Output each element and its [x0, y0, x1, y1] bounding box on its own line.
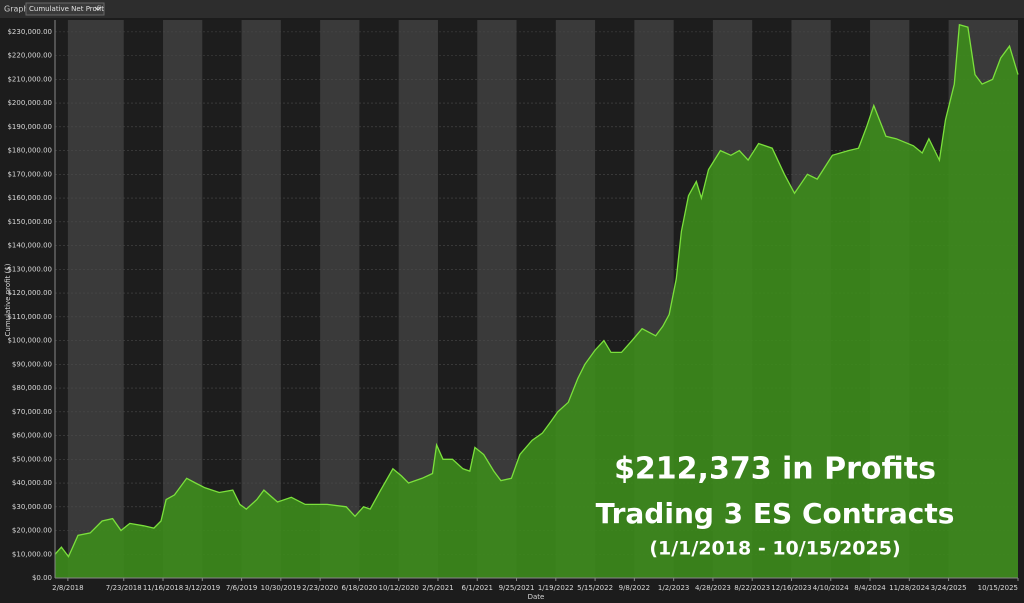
y-axis-label: Cumulative profit ($)	[4, 263, 12, 336]
y-tick-label: $160,000.00	[7, 194, 52, 202]
x-tick-label: 11/28/2024	[889, 584, 930, 592]
x-tick-label: 7/23/2018	[106, 584, 142, 592]
x-tick-label: 4/28/2023	[695, 584, 731, 592]
dropdown-text[interactable]: Cumulative Net Profit	[29, 5, 104, 13]
y-tick-label: $20,000.00	[12, 527, 52, 535]
area	[55, 24, 1018, 578]
y-tick-label: $40,000.00	[12, 479, 52, 487]
x-tick-label: 5/15/2022	[577, 584, 613, 592]
x-tick-label: 10/15/2025	[978, 584, 1018, 592]
x-tick-label: 6/18/2020	[341, 584, 377, 592]
x-tick-label: 8/22/2023	[734, 584, 770, 592]
x-tick-label: 6/1/2021	[462, 584, 493, 592]
y-tick-label: $50,000.00	[12, 455, 52, 463]
y-tick-label: $130,000.00	[7, 265, 52, 273]
annotation: Trading 3 ES Contracts	[596, 497, 955, 530]
x-tick-label: 2/8/2018	[52, 584, 83, 592]
y-tick-label: $90,000.00	[12, 360, 52, 368]
x-tick-label: 8/4/2024	[854, 584, 886, 592]
y-tick-label: $180,000.00	[7, 147, 52, 155]
y-tick-label: $10,000.00	[12, 550, 52, 558]
y-tick-label: $120,000.00	[7, 289, 52, 297]
x-tick-label: 3/24/2025	[931, 584, 967, 592]
stripe	[241, 20, 281, 578]
y-tick-label: $30,000.00	[12, 503, 52, 511]
y-tick-label: $80,000.00	[12, 384, 52, 392]
y-tick-label: $200,000.00	[7, 99, 52, 107]
y-tick-label: $210,000.00	[7, 75, 52, 83]
x-tick-label: 4/10/2024	[813, 584, 849, 592]
y-tick-label: $100,000.00	[7, 337, 52, 345]
x-tick-label: 11/16/2018	[143, 584, 183, 592]
dropdown-arrow[interactable]	[94, 6, 102, 11]
annotation: (1/1/2018 - 10/15/2025)	[649, 538, 900, 560]
y-tick-label: $70,000.00	[12, 408, 52, 416]
x-tick-label: 12/16/2023	[771, 584, 811, 592]
y-tick-label: $190,000.00	[7, 123, 52, 131]
x-tick-label: 9/8/2022	[619, 584, 650, 592]
y-tick-label: $60,000.00	[12, 432, 52, 440]
x-tick-label: 1/19/2022	[538, 584, 574, 592]
y-tick-label: $110,000.00	[7, 313, 52, 321]
x-tick-label: 9/25/2021	[499, 584, 535, 592]
x-tick-label: 3/12/2019	[184, 584, 220, 592]
toolbar-label: Graph	[4, 5, 29, 14]
annotation: $212,373 in Profits	[614, 452, 936, 487]
x-axis-label: Date	[528, 593, 545, 601]
line	[54, 23, 1019, 558]
stripe	[67, 20, 124, 578]
x-tick-label: 10/12/2020	[379, 584, 419, 592]
y-tick-label: $170,000.00	[7, 170, 52, 178]
x-tick-label: 2/23/2020	[302, 584, 338, 592]
x-tick-label: 2/5/2021	[422, 584, 453, 592]
y-tick-label: $220,000.00	[7, 52, 52, 60]
x-tick-label: 10/30/2019	[261, 584, 301, 592]
y-tick-label: $0.00	[32, 574, 52, 582]
y-tick-label: $140,000.00	[7, 242, 52, 250]
dropdown[interactable]	[25, 2, 105, 16]
toolbar	[0, 0, 1024, 18]
y-tick-label: $230,000.00	[7, 28, 52, 36]
x-tick-label: 1/2/2023	[658, 584, 689, 592]
stripe	[320, 20, 360, 578]
y-tick-label: $150,000.00	[7, 218, 52, 226]
x-tick-label: 7/6/2019	[226, 584, 257, 592]
